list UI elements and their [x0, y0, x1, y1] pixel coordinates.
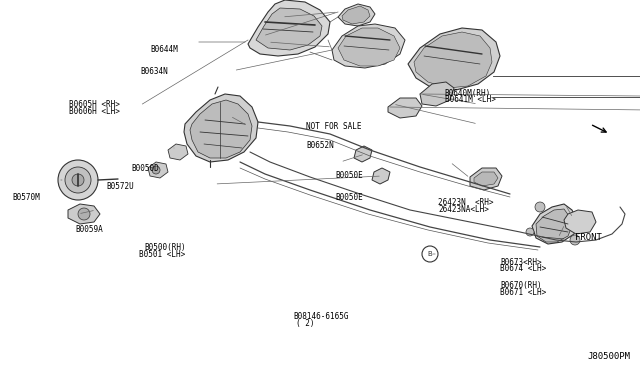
Text: 26423N  <RH>: 26423N <RH>: [438, 198, 494, 207]
Text: B0501 <LH>: B0501 <LH>: [140, 250, 186, 259]
Text: B0674 <LH>: B0674 <LH>: [500, 264, 547, 273]
Polygon shape: [564, 210, 596, 234]
Polygon shape: [354, 146, 372, 162]
Text: B0670(RH): B0670(RH): [500, 281, 542, 290]
Polygon shape: [248, 0, 330, 56]
Circle shape: [152, 166, 160, 174]
Polygon shape: [474, 172, 498, 186]
Circle shape: [78, 208, 90, 220]
Polygon shape: [470, 168, 502, 190]
Text: B08146-6165G: B08146-6165G: [293, 312, 349, 321]
Polygon shape: [148, 162, 168, 178]
Circle shape: [535, 202, 545, 212]
Text: B0050E: B0050E: [335, 193, 363, 202]
Polygon shape: [420, 82, 454, 106]
Polygon shape: [190, 100, 252, 158]
Polygon shape: [68, 204, 100, 224]
Text: B0640M(RH): B0640M(RH): [445, 89, 491, 97]
Circle shape: [58, 160, 98, 200]
Text: B0570M: B0570M: [12, 193, 40, 202]
Text: 26423NA<LH>: 26423NA<LH>: [438, 205, 489, 214]
Circle shape: [570, 235, 580, 245]
Text: B0671 <LH>: B0671 <LH>: [500, 288, 547, 297]
Polygon shape: [414, 32, 492, 88]
Text: B0606H <LH>: B0606H <LH>: [70, 107, 120, 116]
Circle shape: [72, 174, 84, 186]
Text: B0050D: B0050D: [131, 164, 159, 173]
Text: J80500PM: J80500PM: [588, 352, 630, 361]
Text: B0634N: B0634N: [140, 67, 168, 76]
Polygon shape: [338, 28, 400, 66]
Text: NOT FOR SALE: NOT FOR SALE: [306, 122, 362, 131]
Polygon shape: [168, 144, 188, 160]
Text: B0500(RH): B0500(RH): [144, 243, 186, 252]
Polygon shape: [408, 28, 500, 90]
Text: B0572U: B0572U: [107, 182, 134, 190]
Text: ( 2): ( 2): [296, 319, 314, 328]
Text: B: B: [428, 251, 433, 257]
Text: B0059A: B0059A: [76, 225, 103, 234]
Polygon shape: [372, 168, 390, 184]
Polygon shape: [532, 204, 578, 244]
Polygon shape: [388, 98, 422, 118]
Polygon shape: [332, 24, 405, 68]
Polygon shape: [342, 6, 370, 24]
Text: B0605H <RH>: B0605H <RH>: [70, 100, 120, 109]
Circle shape: [65, 167, 91, 193]
Polygon shape: [184, 94, 258, 162]
Polygon shape: [536, 209, 572, 242]
Text: B0641M <LH>: B0641M <LH>: [445, 95, 495, 104]
Text: B0050E: B0050E: [335, 171, 363, 180]
Text: B0652N: B0652N: [306, 141, 333, 150]
Text: B0644M: B0644M: [150, 45, 178, 54]
Text: FRONT: FRONT: [575, 233, 602, 242]
Polygon shape: [256, 8, 322, 50]
Polygon shape: [338, 4, 375, 26]
Circle shape: [526, 228, 534, 236]
Text: B0673<RH>: B0673<RH>: [500, 258, 542, 267]
